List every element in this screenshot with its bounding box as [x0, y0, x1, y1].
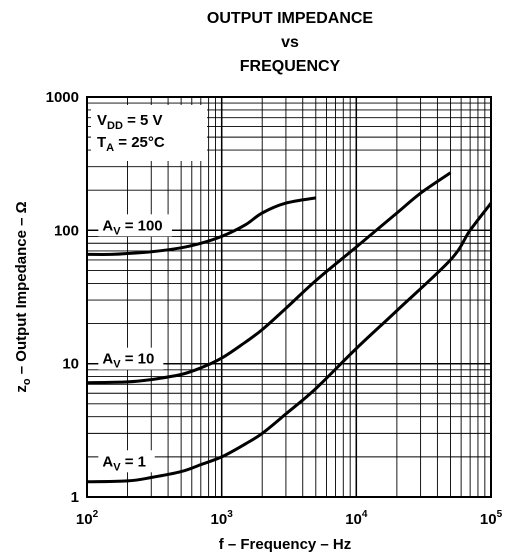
y-tick-label: 1000 [46, 89, 79, 106]
series-label-bg [98, 347, 164, 370]
conditions-box [91, 105, 207, 161]
series-label-bg [98, 214, 172, 237]
condition-label: TA = 25°C [97, 134, 165, 154]
curve-series-1 [86, 171, 452, 385]
x-tick-label: 103 [211, 509, 234, 528]
condition-label: VDD = 5 V [97, 112, 163, 132]
annotations: VDD = 5 VTA = 25°C AV = 100 AV = 10 AV = 1 [91, 105, 207, 473]
x-tick-label: 105 [480, 509, 503, 528]
y-axis-label: zo – Output Impedance – Ω [13, 201, 33, 392]
chart-title-line-1: OUTPUT IMPEDANCE [206, 10, 374, 27]
chart-title-line-2: vs [281, 34, 299, 51]
series-label-bg [98, 450, 155, 473]
y-tick-label: 10 [62, 356, 79, 373]
x-tick-label: 104 [345, 509, 368, 528]
series-label: AV = 10 [102, 351, 154, 371]
x-axis-label: f – Frequency – Hz [219, 536, 352, 553]
plot-frame [86, 96, 492, 498]
x-tick-label: 102 [76, 509, 99, 528]
curve-series-2 [86, 202, 493, 484]
y-tick-label: 100 [54, 222, 79, 239]
ticks: 102 103 104 105 1 10 100 1000 [46, 89, 503, 528]
series-label: AV = 100 [102, 217, 162, 237]
y-tick-label: 1 [71, 489, 79, 506]
curve-series-0 [86, 196, 317, 256]
curves [86, 171, 493, 484]
series-label: AV = 1 [102, 453, 146, 473]
chart-title-line-3: FREQUENCY [239, 58, 341, 75]
